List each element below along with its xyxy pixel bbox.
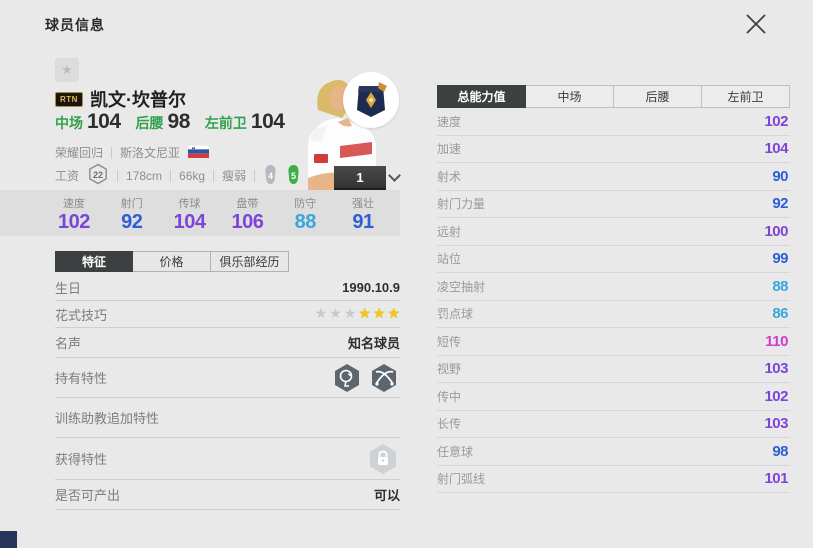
position-rating: 左前卫 104: [204, 110, 285, 133]
attribute-row: 速度 102: [437, 108, 790, 136]
strong-foot-icon: 5: [286, 164, 301, 188]
key-stat: 防守 88: [294, 197, 317, 233]
position-rating: 中场 104: [55, 110, 121, 133]
attribute-row: 传中 102: [437, 383, 790, 411]
tab-cm[interactable]: 中场: [526, 85, 614, 108]
close-icon[interactable]: [740, 8, 772, 40]
attribute-row: 射门弧线 101: [437, 466, 790, 493]
salary-label: 工资: [55, 169, 80, 183]
key-stat: 盘带 106: [231, 197, 264, 233]
star-icon: ★: [329, 305, 342, 321]
weight-value: 66kg: [179, 168, 206, 183]
corner-accent: [0, 531, 17, 548]
slovenia-flag-icon: [187, 144, 210, 161]
attribute-row: 加速 104: [437, 136, 790, 163]
table-row-producible: 是否可产出 可以: [55, 480, 400, 510]
trait-icons: [331, 362, 400, 394]
season-badge-icon: [343, 72, 399, 128]
player-physical-row: 工资 22 178cm 66kg 瘦弱 4 5: [55, 163, 301, 188]
divider: [117, 169, 119, 182]
attribute-row: 凌空抽射 88: [437, 273, 790, 301]
star-icon: ★: [343, 305, 357, 321]
tab-cdm[interactable]: 后腰: [614, 85, 702, 108]
tab-price[interactable]: 价格: [133, 251, 211, 272]
detail-tabs: 特征 价格 俱乐部经历: [55, 251, 289, 272]
star-icon: ★: [387, 305, 400, 321]
table-row-fame: 名声 知名球员: [55, 328, 400, 358]
star-icon: ★: [358, 305, 371, 321]
card-count-dropdown[interactable]: 1: [334, 166, 386, 190]
lock-icon: [370, 443, 396, 474]
attribute-row: 站位 99: [437, 246, 790, 273]
player-origin-row: 荣耀回归 斯洛文尼亚: [55, 144, 210, 161]
nationality-label: 斯洛文尼亚: [120, 146, 181, 160]
tab-overall[interactable]: 总能力值: [437, 85, 526, 108]
table-row-traits: 持有特性: [55, 358, 400, 398]
skill-stars: ★ ★ ★ ★ ★ ★: [313, 305, 400, 323]
position-rating: 后腰 98: [135, 110, 191, 133]
player-photo-area: 1: [288, 70, 401, 196]
key-stat: 速度 102: [57, 197, 90, 233]
key-stat: 射门 92: [120, 197, 143, 233]
attribute-row: 射门力量 92: [437, 191, 790, 218]
body-type-value: 瘦弱: [222, 169, 247, 183]
position-ratings: 中场 104 后腰 98 左前卫 104: [55, 110, 285, 134]
table-row-skill-moves: 花式技巧 ★ ★ ★ ★ ★ ★: [55, 301, 400, 328]
svg-text:5: 5: [291, 171, 296, 181]
favorite-star-icon[interactable]: ★: [55, 58, 79, 82]
key-stats-band: 速度 102 射门 92 传球 104 盘带 106 防守 88 强壮 91: [0, 190, 400, 236]
page-title: 球员信息: [45, 17, 105, 33]
star-icon: ★: [314, 305, 328, 321]
key-stat: 传球 104: [173, 197, 206, 233]
tab-traits[interactable]: 特征: [55, 251, 133, 272]
player-name: 凯文·坎普尔: [89, 90, 186, 110]
attribute-row: 罚点球 86: [437, 301, 790, 328]
table-row-coach-traits: 训练助教追加特性: [55, 398, 400, 438]
height-value: 178cm: [126, 168, 163, 183]
weak-foot-icon: 4: [263, 164, 278, 188]
attribute-row: 任意球 98: [437, 438, 790, 466]
salary-hexagon-icon: 22: [87, 163, 109, 188]
divider: [111, 146, 113, 159]
svg-text:4: 4: [268, 171, 273, 181]
attribute-row: 射术 90: [437, 163, 790, 191]
table-row-acquired-traits: 获得特性: [55, 438, 400, 480]
divider: [170, 169, 172, 182]
attribute-row: 远射 100: [437, 218, 790, 246]
attribute-tabs: 总能力值 中场 后腰 左前卫: [437, 85, 790, 108]
key-stat: 强壮 91: [352, 197, 375, 233]
divider: [254, 169, 256, 182]
svg-text:22: 22: [93, 170, 103, 180]
origin-label: 荣耀回归: [55, 146, 104, 160]
player-name-row: RTN 凯文·坎普尔: [55, 86, 186, 112]
tab-lm[interactable]: 左前卫: [702, 85, 790, 108]
attribute-list: 速度 102 加速 104 射术 90 射门力量 92 远射 100 站位 99 凌空抽射 8…: [437, 108, 790, 493]
attribute-row: 视野 103: [437, 356, 790, 383]
table-row-birthday: 生日 1990.10.9: [55, 274, 400, 301]
attribute-row: 长传 103: [437, 411, 790, 438]
trait-mind-icon: [335, 363, 359, 392]
trait-skill-icon: [372, 363, 396, 392]
tab-club-history[interactable]: 俱乐部经历: [211, 251, 289, 272]
divider: [213, 169, 215, 182]
detail-table: 生日 1990.10.9 花式技巧 ★ ★ ★ ★ ★ ★ 名声 知名球员 持有特性: [55, 274, 400, 510]
star-icon: ★: [372, 305, 386, 321]
rtn-badge: RTN: [55, 91, 83, 107]
attribute-row: 短传 110: [437, 328, 790, 356]
